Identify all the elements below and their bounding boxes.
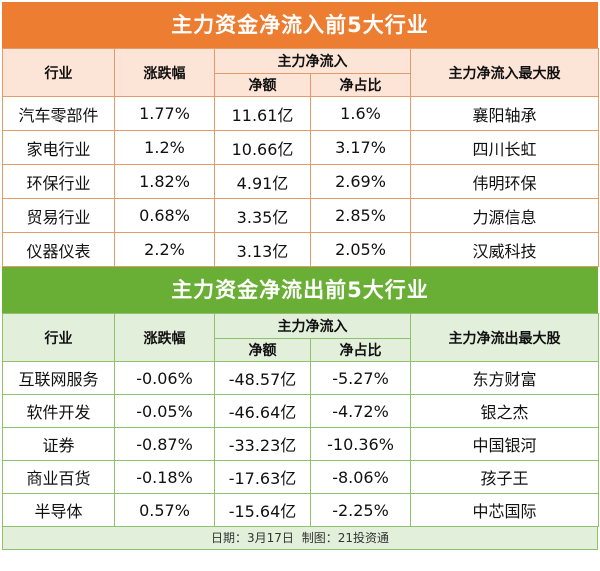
- stock-cell: 银之杰: [410, 394, 599, 428]
- net-cell: 4.91亿: [214, 164, 311, 199]
- change-cell: 2.2%: [114, 232, 215, 267]
- industry-cell: 环保行业: [2, 164, 115, 199]
- outflow-header-ratio: 净占比: [310, 338, 411, 362]
- stock-cell: 孩子王: [410, 460, 599, 494]
- industry-cell: 贸易行业: [2, 198, 115, 233]
- net-cell: 11.61亿: [214, 96, 311, 131]
- change-cell: 1.77%: [114, 96, 215, 131]
- outflow-header-industry: 行业: [2, 313, 115, 362]
- inflow-header-group: 主力净流入: [214, 48, 411, 74]
- table-row: 环保行业 1.82% 4.91亿 2.69% 伟明环保: [2, 164, 599, 199]
- ratio-cell: -10.36%: [310, 427, 411, 461]
- outflow-header-net: 净额: [214, 338, 311, 362]
- stock-cell: 四川长虹: [410, 130, 599, 165]
- industry-cell: 证券: [2, 427, 115, 461]
- stock-cell: 中国银河: [410, 427, 599, 461]
- net-cell: -48.57亿: [214, 361, 311, 395]
- net-cell: -15.64亿: [214, 493, 311, 527]
- inflow-table: 行业 涨跌幅 主力净流入 主力净流入最大股 净额 净占比 汽车零部件 1.77%…: [2, 48, 599, 267]
- industry-cell: 商业百货: [2, 460, 115, 494]
- ratio-cell: 3.17%: [310, 130, 411, 165]
- stock-cell: 力源信息: [410, 198, 599, 233]
- industry-cell: 互联网服务: [2, 361, 115, 395]
- industry-cell: 仪器仪表: [2, 232, 115, 267]
- outflow-header-top-stock: 主力净流出最大股: [410, 313, 599, 362]
- net-cell: 3.13亿: [214, 232, 311, 267]
- table-row: 汽车零部件 1.77% 11.61亿 1.6% 襄阳轴承: [2, 96, 599, 131]
- outflow-header-group: 主力净流入: [214, 313, 411, 339]
- table-row: 家电行业 1.2% 10.66亿 3.17% 四川长虹: [2, 130, 599, 165]
- footer: 日期：3月17日 制图：21投资通: [2, 527, 598, 550]
- ratio-cell: -4.72%: [310, 394, 411, 428]
- outflow-header-change: 涨跌幅: [114, 313, 215, 362]
- inflow-title: 主力资金净流入前5大行业: [2, 2, 598, 48]
- inflow-header-ratio: 净占比: [310, 73, 411, 97]
- change-cell: -0.06%: [114, 361, 215, 395]
- industry-cell: 汽车零部件: [2, 96, 115, 131]
- change-cell: 0.68%: [114, 198, 215, 233]
- change-cell: -0.87%: [114, 427, 215, 461]
- ratio-cell: 2.05%: [310, 232, 411, 267]
- inflow-header-industry: 行业: [2, 48, 115, 97]
- inflow-header-change: 涨跌幅: [114, 48, 215, 97]
- change-cell: -0.18%: [114, 460, 215, 494]
- net-cell: 3.35亿: [214, 198, 311, 233]
- ratio-cell: 2.85%: [310, 198, 411, 233]
- page: 主力资金净流入前5大行业 行业 涨跌幅 主力净流入 主力净流入最大股 净额 净占…: [2, 2, 599, 550]
- net-cell: -33.23亿: [214, 427, 311, 461]
- ratio-cell: -8.06%: [310, 460, 411, 494]
- table-row: 贸易行业 0.68% 3.35亿 2.85% 力源信息: [2, 198, 599, 233]
- stock-cell: 伟明环保: [410, 164, 599, 199]
- inflow-header-top-stock: 主力净流入最大股: [410, 48, 599, 97]
- net-cell: -17.63亿: [214, 460, 311, 494]
- industry-cell: 半导体: [2, 493, 115, 527]
- stock-cell: 中芯国际: [410, 493, 599, 527]
- industry-cell: 家电行业: [2, 130, 115, 165]
- table-row: 软件开发 -0.05% -46.64亿 -4.72% 银之杰: [2, 394, 599, 428]
- ratio-cell: -2.25%: [310, 493, 411, 527]
- table-row: 证券 -0.87% -33.23亿 -10.36% 中国银河: [2, 427, 599, 461]
- change-cell: 0.57%: [114, 493, 215, 527]
- table-row: 半导体 0.57% -15.64亿 -2.25% 中芯国际: [2, 493, 599, 527]
- net-cell: -46.64亿: [214, 394, 311, 428]
- stock-cell: 汉威科技: [410, 232, 599, 267]
- industry-cell: 软件开发: [2, 394, 115, 428]
- ratio-cell: 2.69%: [310, 164, 411, 199]
- footer-date: 日期：3月17日: [210, 531, 294, 545]
- change-cell: 1.82%: [114, 164, 215, 199]
- inflow-header-net: 净额: [214, 73, 311, 97]
- outflow-title: 主力资金净流出前5大行业: [2, 267, 598, 313]
- change-cell: -0.05%: [114, 394, 215, 428]
- table-row: 互联网服务 -0.06% -48.57亿 -5.27% 东方财富: [2, 361, 599, 395]
- ratio-cell: 1.6%: [310, 96, 411, 131]
- stock-cell: 东方财富: [410, 361, 599, 395]
- footer-maker: 制图：21投资通: [301, 531, 389, 545]
- table-row: 商业百货 -0.18% -17.63亿 -8.06% 孩子王: [2, 460, 599, 494]
- stock-cell: 襄阳轴承: [410, 96, 599, 131]
- ratio-cell: -5.27%: [310, 361, 411, 395]
- change-cell: 1.2%: [114, 130, 215, 165]
- net-cell: 10.66亿: [214, 130, 311, 165]
- outflow-table: 行业 涨跌幅 主力净流入 主力净流出最大股 净额 净占比 互联网服务 -0.06…: [2, 313, 599, 527]
- table-row: 仪器仪表 2.2% 3.13亿 2.05% 汉威科技: [2, 232, 599, 267]
